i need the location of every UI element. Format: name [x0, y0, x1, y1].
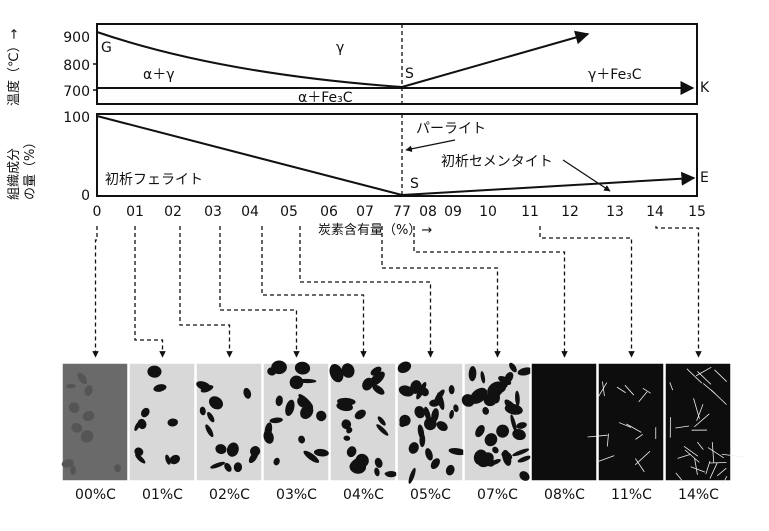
- point-label-s-bottom: S: [410, 176, 419, 192]
- micrograph-strip: [61, 359, 744, 486]
- pro-cementite-arrow: [563, 160, 610, 191]
- region-label-alpha-fe3c: α＋Fe₃C: [298, 90, 353, 106]
- top-chart: 温度（℃）→ 900 800 700 G S K γ α＋γ γ＋Fe₃C α＋…: [6, 24, 710, 106]
- region-label-gamma-fe3c: γ＋Fe₃C: [588, 67, 642, 83]
- se-arrow-line: [402, 34, 588, 87]
- micrograph-image: [588, 363, 664, 481]
- micrograph-background: [598, 363, 664, 481]
- connector-arrow: [656, 226, 699, 357]
- pearlite-arrow: [406, 140, 455, 150]
- x-tick-label: 15: [688, 204, 706, 220]
- connector-arrow: [220, 226, 297, 357]
- connector-arrow: [300, 226, 431, 357]
- point-label-g: G: [101, 40, 112, 56]
- connector-lines: [96, 226, 699, 357]
- micrograph-image: [195, 363, 262, 481]
- connector-arrow: [180, 226, 230, 357]
- bottom-y-tick-0: 0: [81, 188, 90, 204]
- cementite-network: [709, 462, 726, 463]
- x-tick-label: 77: [393, 204, 411, 220]
- micrograph-caption: 05%C: [410, 487, 451, 503]
- bottom-y-tick-100: 100: [63, 110, 90, 126]
- x-tick-label: 08: [419, 204, 437, 220]
- x-tick-label: 12: [561, 204, 579, 220]
- micrograph-image: [262, 360, 329, 481]
- bottom-y-axis-label-line1: 組織成分: [7, 148, 22, 200]
- x-tick-label: 11: [521, 204, 539, 220]
- x-tick-label: 02: [164, 204, 182, 220]
- x-tick-label: 03: [204, 204, 222, 220]
- point-label-k: K: [700, 80, 710, 96]
- point-label-e: E: [700, 170, 709, 186]
- x-axis-label: 炭素含有量（%）→: [318, 222, 432, 238]
- micrograph-caption: 03%C: [276, 487, 317, 503]
- micrograph-image: [665, 363, 743, 486]
- x-tick-label: 09: [444, 204, 462, 220]
- micrograph-image: [459, 361, 533, 483]
- micrograph-captions: 00%C 01%C 02%C 03%C 04%C 05%C 07%C 08%C 11%C 14%C: [75, 487, 719, 503]
- connector-arrow: [382, 226, 498, 357]
- micrograph-caption: 14%C: [678, 487, 719, 503]
- micrograph-caption: 02%C: [209, 487, 250, 503]
- x-tick-label: 06: [320, 204, 338, 220]
- connector-arrow: [540, 226, 632, 357]
- micrograph-caption: 01%C: [142, 487, 183, 503]
- micrograph-caption: 00%C: [75, 487, 116, 503]
- x-axis-ticks: 0 01 02 03 04 05 06 07 77 08 09 10 11 12 13 14 15: [93, 204, 706, 220]
- x-tick-label: 07: [356, 204, 374, 220]
- x-tick-label: 14: [646, 204, 664, 220]
- micrograph-image: [396, 359, 467, 484]
- pearlite-label: パーライト: [416, 121, 486, 137]
- connector-arrow: [135, 226, 163, 357]
- connector-arrow: [96, 226, 98, 357]
- connector-arrow: [262, 226, 364, 357]
- micrograph-background: [531, 363, 597, 481]
- top-y-tick-900: 900: [63, 30, 90, 46]
- top-y-tick-800: 800: [63, 58, 90, 74]
- top-y-axis-label: 温度（℃）→: [6, 28, 22, 106]
- micrograph-image: [129, 363, 195, 481]
- pro-cementite-label: 初析セメンタイト: [441, 153, 553, 170]
- cementite-line: [402, 178, 694, 195]
- x-tick-label: 13: [606, 204, 624, 220]
- micrograph-image: [531, 363, 597, 481]
- point-label-s-top: S: [405, 66, 414, 82]
- region-label-alpha-gamma: α＋γ: [143, 67, 175, 83]
- bottom-chart: 組織成分 の量（%） 100 0 パーライト 初析フェライト 初析セメンタイト …: [7, 110, 709, 204]
- x-tick-label: 04: [241, 204, 259, 220]
- micrograph-caption: 07%C: [477, 487, 518, 503]
- micrograph-background: [196, 363, 262, 481]
- top-chart-frame: [97, 24, 697, 104]
- micrograph-caption: 04%C: [343, 487, 384, 503]
- top-y-tick-700: 700: [63, 84, 90, 100]
- micrograph-image: [327, 362, 397, 481]
- grain: [271, 360, 287, 374]
- x-tick-label: 0: [93, 204, 102, 220]
- micrograph-background: [665, 363, 731, 481]
- connector-arrow: [414, 226, 565, 357]
- pro-ferrite-label: 初析フェライト: [105, 171, 203, 188]
- micrograph-caption: 08%C: [544, 487, 585, 503]
- x-tick-label: 01: [126, 204, 144, 220]
- region-label-gamma: γ: [336, 40, 344, 56]
- x-tick-label: 05: [280, 204, 298, 220]
- bottom-y-axis-label-line2: の量（%）: [23, 136, 38, 200]
- micrograph-image: [61, 363, 128, 481]
- x-tick-label: 10: [479, 204, 497, 220]
- micrograph-caption: 11%C: [611, 487, 652, 503]
